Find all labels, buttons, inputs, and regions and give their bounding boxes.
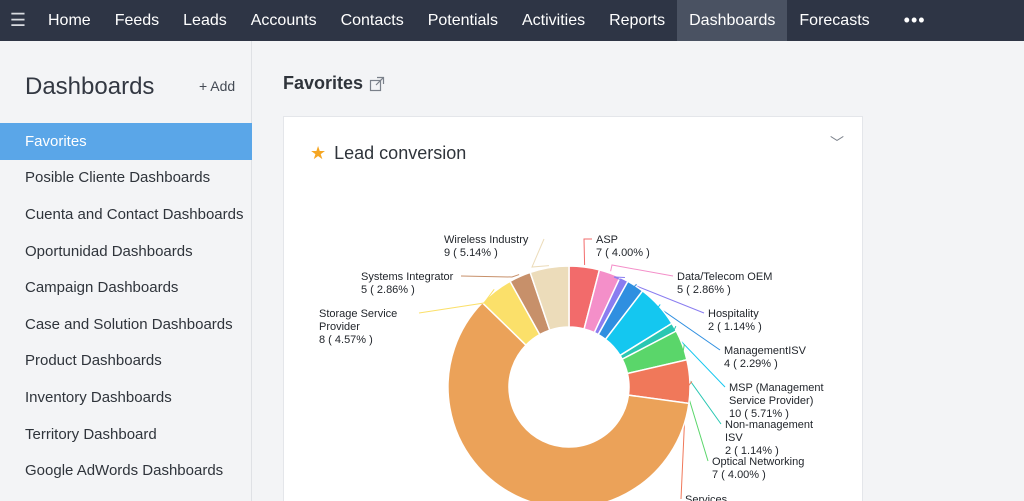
slice-label: Services (685, 494, 728, 501)
nav-item-potentials[interactable]: Potentials (427, 11, 498, 29)
sidebar-item-case-and-solution-dashboards[interactable]: Case and Solution Dashboards (25, 315, 233, 333)
slice-wireless-industry[interactable] (529, 265, 570, 332)
nav-item-feeds[interactable]: Feeds (114, 11, 160, 29)
leader-line (631, 283, 721, 351)
leader-line (610, 264, 674, 277)
more-options-icon[interactable]: ••• (903, 10, 926, 30)
favorite-star-icon[interactable]: ★ (310, 143, 327, 163)
card-header: ★ Lead conversion (310, 143, 466, 164)
slice-value-label: 10 ( 5.71% ) (729, 408, 789, 420)
sidebar-item-cuenta-and-contact-dashboards[interactable]: Cuenta and Contact Dashboards (25, 205, 244, 223)
slice-value-label: 4 ( 2.29% ) (724, 358, 778, 370)
slice-label: Storage Service (319, 308, 397, 320)
slice-label: ISV (725, 432, 743, 444)
sidebar-item-favorites[interactable]: Favorites (0, 123, 252, 160)
leader-line (583, 238, 592, 266)
slice-label: Systems Integrator (361, 271, 454, 283)
slice-label: Service Provider) (729, 395, 813, 407)
sidebar-list: Favorites Posible Cliente Dashboards Cuent… (0, 123, 252, 489)
leader-line (418, 289, 495, 314)
leader-line (613, 276, 705, 314)
dashboard-card: ASP 7 ( 4.00% ) Data/Telecom OEM 5 ( 2.86% … (283, 116, 863, 501)
add-dashboard-button[interactable]: + Add (199, 78, 236, 94)
nav-item-forecasts[interactable]: Forecasts (799, 11, 870, 29)
sidebar-item-google-adwords-dashboards[interactable]: Google AdWords Dashboards (25, 462, 224, 480)
nav-item-home[interactable]: Home (48, 11, 91, 29)
nav-item-contacts[interactable]: Contacts (340, 11, 404, 29)
card-title: Lead conversion (334, 143, 467, 163)
top-navigation-bar: ☰ Home Feeds Leads Accounts Contacts Potentia… (0, 0, 1024, 41)
hamburger-menu-icon[interactable]: ☰ (9, 10, 27, 30)
chevron-down-icon[interactable]: ﹀ (830, 135, 844, 151)
slice-label: Wireless Industry (444, 234, 529, 246)
sidebar-item-posible-cliente-dashboards[interactable]: Posible Cliente Dashboards (25, 169, 211, 187)
slice-value-label: 7 ( 4.00% ) (596, 247, 650, 259)
sidebar-item-inventory-dashboards[interactable]: Inventory Dashboards (25, 388, 172, 406)
slice-value-label: 2 ( 1.14% ) (725, 445, 779, 457)
slice-value-label: 8 ( 4.57% ) (319, 334, 373, 346)
sidebar-item-campaign-dashboards[interactable]: Campaign Dashboards (25, 279, 179, 297)
slice-label: Hospitality (708, 308, 759, 320)
leader-line (680, 381, 693, 500)
nav-item-reports[interactable]: Reports (609, 11, 666, 29)
open-external-icon[interactable] (369, 76, 385, 92)
leader-line (653, 304, 726, 388)
slice-value-label: 2 ( 1.14% ) (708, 321, 762, 333)
page-title-text: Favorites (283, 73, 364, 93)
nav-item-accounts[interactable]: Accounts (250, 11, 317, 29)
slice-value-label: 7 ( 4.00% ) (712, 469, 766, 481)
slice-label: Provider (319, 321, 360, 333)
slice-label: Non-management (725, 419, 813, 431)
slice-label: MSP (Management (729, 382, 824, 394)
leader-line (460, 274, 520, 278)
page-title: Favorites (283, 73, 385, 94)
slice-label: Optical Networking (712, 456, 804, 468)
slice-value-label: 9 ( 5.14% ) (444, 247, 498, 259)
slice-label: ASP (596, 234, 618, 246)
nav-item-leads[interactable]: Leads (183, 11, 227, 29)
slice-label: ManagementISV (724, 345, 807, 357)
slice-value-label: 5 ( 2.86% ) (677, 284, 731, 296)
sidebar-title: Dashboards (25, 73, 155, 100)
leader-line (531, 238, 550, 268)
sidebar-item-territory-dashboard[interactable]: Territory Dashboard (25, 425, 157, 443)
sidebar: Dashboards + Add Favorites Posible Client… (0, 41, 252, 501)
main-content: Favorites ASP 7 ( 4.00% ) Data/Telecom OEM… (253, 41, 1024, 501)
sidebar-item-oportunidad-dashboards[interactable]: Oportunidad Dashboards (25, 242, 193, 260)
nav-item-activities[interactable]: Activities (521, 11, 586, 29)
sidebar-item-product-dashboards[interactable]: Product Dashboards (25, 352, 162, 370)
slice-label: Data/Telecom OEM (677, 271, 772, 283)
slice-value-label: 5 ( 2.86% ) (361, 284, 415, 296)
nav-items: Home Feeds Leads Accounts Contacts Potentials… (36, 0, 882, 41)
nav-item-dashboards[interactable]: Dashboards (677, 0, 788, 41)
